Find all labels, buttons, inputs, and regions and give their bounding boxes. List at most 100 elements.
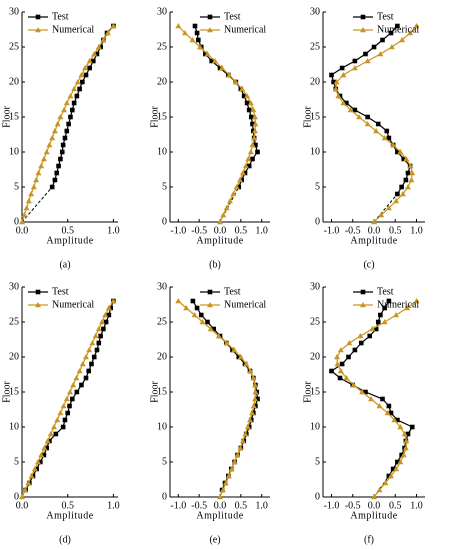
panel: 0 5 10 15 20 25 30 -1.0 -0.5 0.0 0.5 1.0 Amplitude Fl… [302, 281, 425, 545]
marker [337, 368, 344, 374]
marker [41, 445, 48, 451]
marker [373, 326, 379, 332]
y-tick-label: 5 [315, 181, 320, 192]
marker [386, 135, 392, 141]
marker [239, 86, 246, 92]
series-line [51, 25, 114, 188]
x-tick-label: 1.0 [255, 225, 268, 236]
y-axis-label: Floor [302, 380, 313, 402]
marker [242, 163, 249, 169]
y-tick-label: 0 [162, 491, 167, 502]
marker [86, 58, 93, 64]
marker [73, 375, 80, 381]
marker [255, 149, 260, 155]
y-tick-label: 25 [157, 41, 167, 52]
marker [381, 135, 388, 141]
marker [244, 100, 250, 106]
marker [385, 205, 392, 211]
marker [400, 452, 407, 458]
marker [191, 312, 198, 318]
marker [413, 23, 420, 29]
marker [395, 23, 400, 29]
marker [60, 424, 66, 430]
marker [371, 219, 377, 225]
x-tick-label: 1.0 [410, 225, 423, 236]
marker [233, 184, 240, 190]
marker [333, 79, 340, 85]
marker [61, 107, 68, 113]
marker [376, 403, 383, 409]
marker [54, 170, 60, 176]
marker [236, 184, 242, 190]
panel: 0 5 10 15 20 25 30 0.0 0.5 1.0 Amplitude Floor (d) Te… [1, 281, 119, 545]
marker [67, 389, 73, 395]
marker [54, 417, 61, 423]
panel-label: (f) [364, 534, 374, 545]
x-tick-label: -0.5 [191, 500, 207, 511]
x-tick-label: 0.0 [214, 500, 227, 511]
marker [371, 44, 377, 50]
y-tick-label: 30 [9, 281, 19, 292]
marker [35, 170, 42, 176]
marker [351, 65, 358, 71]
y-tick-label: 5 [14, 456, 19, 467]
series-line [177, 300, 257, 498]
marker [339, 65, 345, 71]
connector [373, 475, 390, 498]
marker [252, 382, 258, 388]
marker [393, 198, 400, 204]
marker [405, 184, 411, 190]
marker [57, 410, 64, 416]
marker [62, 417, 68, 423]
marker [384, 128, 390, 134]
panel-label: (c) [363, 259, 374, 270]
marker [77, 86, 82, 92]
marker [49, 184, 55, 190]
panel-label: (e) [209, 534, 220, 545]
y-tick-label: 25 [157, 316, 167, 327]
marker [95, 44, 102, 50]
marker [71, 86, 78, 92]
x-axis-label: Amplitude [196, 510, 243, 521]
panel-label: (a) [59, 259, 70, 270]
x-axis-label: Amplitude [350, 235, 397, 246]
marker [244, 424, 251, 430]
marker [52, 177, 58, 183]
marker [334, 354, 341, 360]
marker [209, 58, 214, 64]
y-tick-label: 30 [157, 6, 167, 17]
y-tick-label: 5 [162, 456, 167, 467]
marker [247, 100, 254, 106]
marker [252, 389, 259, 395]
y-tick-label: 30 [157, 281, 167, 292]
marker [103, 319, 109, 325]
marker [243, 361, 250, 367]
marker [217, 219, 223, 225]
panel-label: (b) [209, 259, 221, 270]
marker [403, 438, 410, 444]
x-tick-label: -1.0 [324, 225, 340, 236]
marker [104, 30, 111, 36]
marker [30, 184, 37, 190]
marker [58, 156, 63, 162]
y-tick-label: 25 [310, 316, 320, 327]
marker [219, 65, 226, 71]
y-tick-label: 10 [9, 421, 19, 432]
marker [346, 354, 351, 360]
marker [78, 72, 85, 78]
y-tick-label: 25 [9, 41, 19, 52]
connector [21, 186, 53, 223]
y-tick-label: 0 [162, 216, 167, 227]
marker [21, 212, 28, 218]
marker [44, 438, 51, 444]
marker [249, 410, 256, 416]
marker [399, 452, 404, 458]
marker [352, 58, 358, 64]
marker [246, 163, 252, 169]
marker [367, 333, 373, 339]
y-tick-label: 30 [310, 281, 320, 292]
marker [86, 368, 92, 374]
marker [222, 480, 229, 486]
y-tick-label: 15 [310, 111, 320, 122]
x-tick-label: 0.0 [214, 225, 227, 236]
